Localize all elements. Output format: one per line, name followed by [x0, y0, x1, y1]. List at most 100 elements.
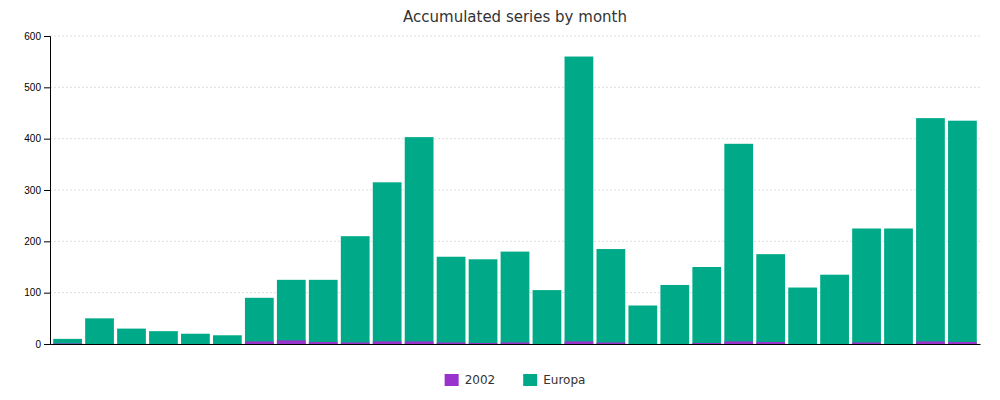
plot: 0 100 200 300 400 500 600: [24, 31, 980, 350]
title: Accumulated series by month: [403, 8, 627, 26]
y-tick-label: 200: [24, 236, 41, 247]
legend-swatch: [523, 374, 537, 386]
bar: [117, 344, 146, 345]
y-tick-label: 300: [24, 185, 41, 196]
bar: [788, 344, 817, 345]
bar: [53, 343, 82, 344]
bar: [117, 329, 146, 344]
bar: [916, 341, 945, 344]
y-tick-label: 600: [24, 31, 41, 42]
bar: [373, 182, 402, 344]
bar: [501, 342, 530, 344]
grid-line: [50, 87, 980, 88]
bar: [533, 344, 562, 345]
bar: [660, 344, 689, 345]
x-axis: [51, 344, 981, 345]
y-tick-label: 100: [24, 287, 41, 298]
y-axis: 0 100 200 300 400 500 600: [24, 31, 50, 350]
bar: [501, 252, 530, 344]
legend: 2002 Europa: [445, 373, 586, 387]
y-tick: 600: [24, 31, 50, 42]
bar: [149, 344, 178, 345]
bar: [756, 342, 785, 344]
legend-swatch: [445, 374, 459, 386]
bar-series: [53, 340, 977, 344]
bar: [245, 341, 274, 344]
x-axis-line: [51, 344, 981, 345]
bar: [341, 236, 370, 344]
legend-label: Europa: [543, 373, 585, 387]
bar: [692, 343, 721, 344]
bar: [852, 229, 881, 345]
bar-series: [53, 57, 977, 344]
bar: [884, 229, 913, 345]
bar: [788, 288, 817, 344]
bar: [341, 342, 370, 344]
y-tick-mark: [44, 190, 50, 191]
bar: [373, 341, 402, 344]
grid: [50, 36, 980, 344]
bar: [405, 137, 434, 344]
y-tick-mark: [44, 344, 50, 345]
y-tick-mark: [44, 139, 50, 140]
bar: [85, 318, 114, 344]
bars: [53, 57, 977, 344]
bar: [85, 344, 114, 345]
bar: [245, 298, 274, 344]
bar: [309, 280, 338, 344]
bar: [596, 249, 625, 344]
bar: [948, 121, 977, 344]
bar: [660, 285, 689, 344]
bar: [437, 342, 466, 344]
bar: [596, 342, 625, 344]
grid-line: [50, 241, 980, 242]
legend-label: 2002: [465, 373, 496, 387]
y-tick: 100: [24, 287, 50, 298]
grid-line: [50, 138, 980, 139]
bar: [469, 259, 498, 344]
y-tick: 200: [24, 236, 50, 247]
bar: [277, 340, 306, 344]
grid-line: [50, 190, 980, 191]
bar: [692, 267, 721, 344]
bar: [628, 306, 657, 345]
bar: [181, 334, 210, 344]
y-tick-mark: [44, 36, 50, 37]
bar: [628, 344, 657, 345]
bar: [437, 257, 466, 344]
legend-item: Europa: [523, 373, 585, 387]
bar: [309, 342, 338, 344]
y-tick-label: 0: [35, 339, 41, 350]
y-tick-label: 500: [24, 82, 41, 93]
y-tick: 300: [24, 185, 50, 196]
bar: [852, 342, 881, 344]
y-tick-mark: [44, 241, 50, 242]
bar: [565, 341, 594, 344]
bar: [533, 290, 562, 344]
bar: [213, 344, 242, 345]
bar: [884, 344, 913, 345]
bar: [181, 344, 210, 345]
y-tick: 500: [24, 82, 50, 93]
bar: [469, 343, 498, 344]
bar: [916, 118, 945, 344]
y-tick: 0: [35, 339, 50, 350]
bar: [53, 339, 82, 344]
bar: [213, 335, 242, 344]
y-axis-line: [44, 37, 51, 345]
bar: [724, 144, 753, 344]
bar: [277, 280, 306, 344]
bar: [820, 344, 849, 345]
y-tick-mark: [44, 293, 50, 294]
bar: [948, 342, 977, 344]
bar: [820, 275, 849, 344]
grid-line: [50, 36, 980, 37]
bar: [565, 57, 594, 344]
y-tick-label: 400: [24, 133, 41, 144]
bar: [149, 331, 178, 344]
chart: 0 100 200 300 400 500 600 Accumulated series by…: [0, 0, 1000, 400]
bar: [724, 341, 753, 344]
bar: [756, 254, 785, 344]
legend-item: 2002: [445, 373, 496, 387]
y-tick-mark: [44, 87, 50, 88]
